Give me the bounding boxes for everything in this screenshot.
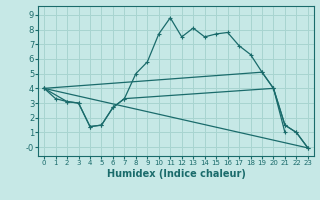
X-axis label: Humidex (Indice chaleur): Humidex (Indice chaleur) (107, 169, 245, 179)
